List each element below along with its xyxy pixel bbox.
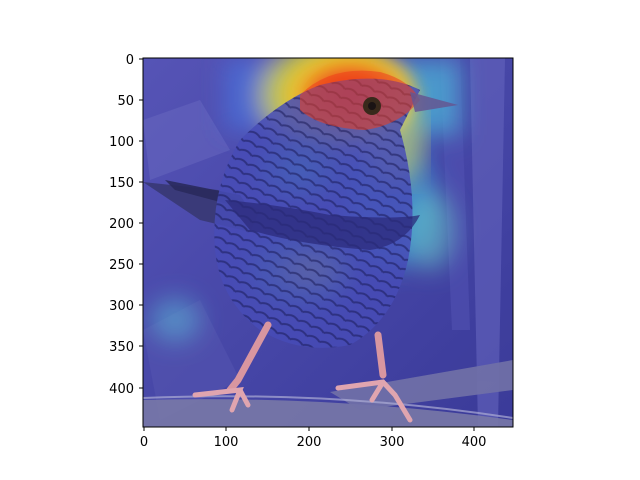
x-tick: 400 (462, 427, 487, 450)
x-tick-label: 200 (297, 435, 322, 450)
x-tick-label: 100 (214, 435, 239, 450)
y-tick-label: 400 (109, 382, 134, 397)
x-tick-label: 300 (380, 435, 405, 450)
y-tick: 50 (117, 94, 143, 109)
y-tick: 300 (109, 299, 143, 314)
bird-silhouette (143, 70, 458, 423)
y-tick: 100 (109, 135, 143, 150)
y-tick-label: 350 (109, 340, 134, 355)
y-tick: 400 (109, 382, 143, 397)
y-tick: 200 (109, 217, 143, 232)
x-tick: 200 (297, 427, 322, 450)
y-tick: 0 (126, 53, 143, 68)
y-tick-label: 50 (117, 94, 134, 109)
x-tick-label: 400 (462, 435, 487, 450)
y-tick: 150 (109, 176, 143, 191)
x-tick: 100 (214, 427, 239, 450)
plot-frame (142, 57, 514, 428)
x-tick: 0 (140, 427, 148, 450)
x-axis: 0 100 200 300 400 (140, 427, 487, 450)
y-tick-label: 250 (109, 258, 134, 273)
x-tick-label: 0 (140, 435, 148, 450)
y-axis: 0 50 100 150 200 250 300 350 (109, 53, 143, 397)
y-tick-label: 300 (109, 299, 134, 314)
heatmap-image (143, 58, 513, 427)
y-tick-label: 150 (109, 176, 134, 191)
y-tick: 350 (109, 340, 143, 355)
y-tick-label: 0 (126, 53, 134, 68)
x-tick: 300 (380, 427, 405, 450)
y-tick-label: 100 (109, 135, 134, 150)
y-tick: 250 (109, 258, 143, 273)
y-tick-label: 200 (109, 217, 134, 232)
